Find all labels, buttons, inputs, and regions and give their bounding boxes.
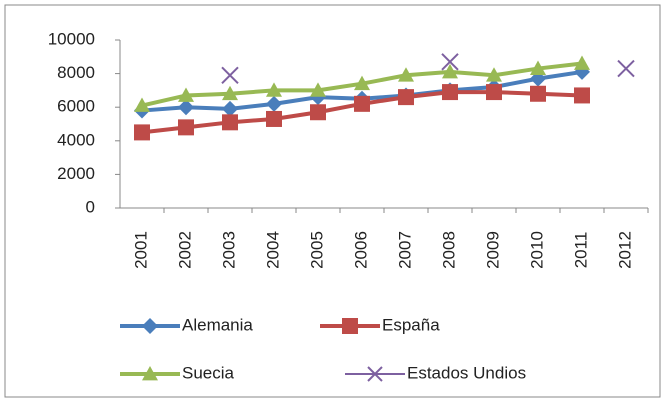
marker bbox=[442, 63, 458, 79]
y-tick-label: 10000 bbox=[48, 29, 95, 48]
marker bbox=[178, 87, 194, 102]
x-tick-label: 2004 bbox=[263, 231, 282, 269]
x-tick-label: 2010 bbox=[527, 231, 546, 269]
legend-label: España bbox=[382, 315, 440, 334]
legend-marker bbox=[342, 318, 358, 334]
legend-marker bbox=[142, 366, 158, 381]
marker bbox=[398, 89, 414, 106]
y-tick-label: 2000 bbox=[57, 164, 95, 183]
marker bbox=[441, 53, 459, 71]
legend-label: Estados Undios bbox=[407, 363, 526, 382]
marker bbox=[354, 95, 370, 112]
y-tick-label: 6000 bbox=[57, 97, 95, 116]
marker bbox=[617, 59, 635, 78]
x-tick-label: 2008 bbox=[439, 231, 458, 269]
marker bbox=[486, 67, 502, 82]
x-tick-label: 2007 bbox=[395, 231, 414, 269]
marker bbox=[574, 55, 590, 70]
x-tick-label: 2011 bbox=[571, 232, 590, 269]
marker bbox=[486, 84, 502, 101]
marker bbox=[530, 85, 546, 102]
marker bbox=[398, 67, 414, 82]
x-tick-label: 2009 bbox=[483, 231, 502, 269]
marker bbox=[266, 110, 282, 127]
x-tick-label: 2012 bbox=[615, 231, 634, 269]
x-tick-label: 2001 bbox=[131, 231, 150, 269]
marker bbox=[266, 95, 282, 112]
legend-label: Alemania bbox=[182, 315, 253, 334]
marker bbox=[530, 60, 546, 75]
marker bbox=[178, 119, 194, 136]
marker bbox=[222, 100, 238, 117]
legend-marker bbox=[367, 366, 383, 382]
marker bbox=[222, 114, 238, 131]
marker bbox=[134, 97, 150, 112]
marker bbox=[222, 85, 238, 101]
marker bbox=[221, 66, 239, 84]
x-tick-label: 2003 bbox=[219, 231, 238, 269]
x-tick-label: 2006 bbox=[351, 231, 370, 269]
y-tick-label: 4000 bbox=[57, 130, 95, 149]
marker bbox=[442, 84, 458, 101]
chart-border bbox=[4, 4, 661, 398]
marker bbox=[266, 82, 282, 97]
marker bbox=[574, 87, 590, 104]
x-tick-label: 2005 bbox=[307, 231, 326, 269]
y-tick-label: 0 bbox=[86, 197, 95, 216]
marker bbox=[310, 82, 326, 97]
marker bbox=[178, 99, 194, 116]
y-tick-label: 8000 bbox=[57, 63, 95, 82]
marker bbox=[310, 104, 326, 121]
x-tick-label: 2002 bbox=[175, 231, 194, 269]
legend-marker bbox=[142, 318, 158, 334]
marker bbox=[354, 75, 370, 91]
marker bbox=[134, 124, 150, 141]
legend-label: Suecia bbox=[182, 363, 235, 382]
